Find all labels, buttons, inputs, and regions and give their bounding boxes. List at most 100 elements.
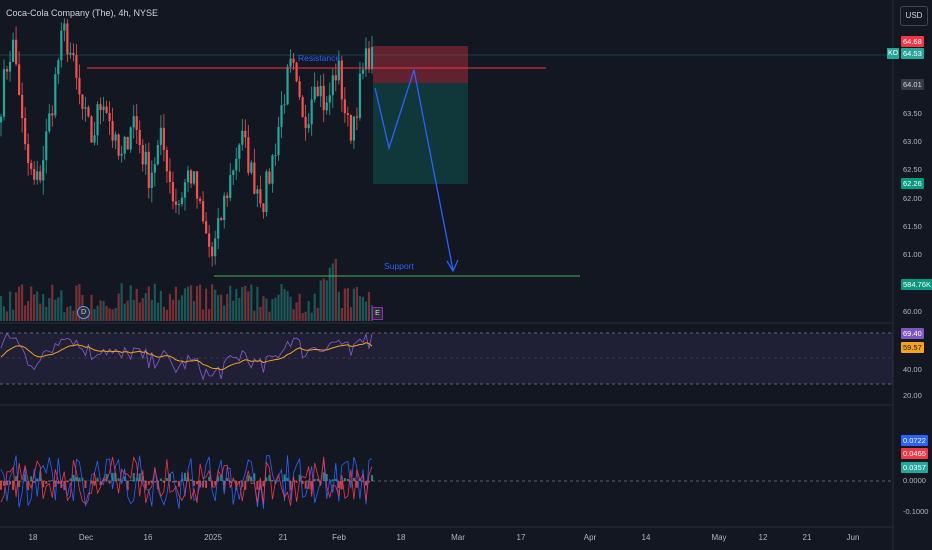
osc-histogram-bar [123, 476, 126, 481]
rsi-tick: 20.00 [903, 391, 922, 400]
osc-histogram-bar [39, 471, 42, 481]
volume-bar [24, 305, 27, 321]
candle-body [129, 127, 132, 150]
candle-body [30, 163, 33, 170]
price-pane-grid [0, 0, 894, 550]
osc-histogram-bar [286, 477, 289, 481]
rsi-ma-line [0, 342, 373, 371]
osc-histogram-bar [147, 481, 150, 485]
volume-bar [102, 301, 105, 321]
osc-histogram-bar [129, 479, 132, 481]
oscillator-indicator [0, 454, 373, 509]
candle-body [165, 149, 168, 172]
osc-histogram-bar [205, 481, 208, 488]
osc-line3-badge: 0.0357 [901, 462, 928, 473]
candle-body [229, 175, 232, 198]
osc-histogram-bar [72, 474, 75, 481]
candle-body [57, 60, 60, 75]
price-tick: 62.50 [903, 165, 922, 174]
osc-histogram-bar [90, 481, 93, 484]
candle-body [69, 52, 72, 55]
osc-histogram-bar [114, 473, 117, 481]
osc-histogram-bar [117, 478, 120, 481]
volume-bar [174, 286, 178, 321]
volume-bar [33, 294, 36, 321]
osc-histogram-bar [244, 481, 247, 490]
volume-bar [60, 290, 63, 321]
stop-price-badge: 64.68 [901, 36, 924, 47]
osc-histogram-bar [3, 481, 6, 486]
osc-histogram-bar [371, 475, 373, 481]
volume-bar [334, 258, 337, 321]
volume-bar [211, 284, 214, 321]
candle-body [21, 94, 24, 119]
earnings-event-icon[interactable]: E [372, 307, 383, 320]
volume-bar [177, 299, 181, 321]
rsi-indicator [0, 332, 373, 381]
time-axis-label: 12 [758, 533, 768, 542]
candle-body [24, 118, 27, 145]
volume-bar [289, 296, 292, 321]
volume-bar [223, 305, 226, 321]
forecast-path[interactable] [374, 69, 459, 273]
support-label[interactable]: Support [384, 261, 414, 271]
osc-histogram-bar [138, 473, 141, 481]
candle-body [171, 182, 175, 202]
osc-histogram-bar [190, 479, 193, 481]
volume-bar [259, 307, 262, 321]
volume-bar [349, 307, 352, 321]
osc-histogram-bar [183, 472, 186, 481]
time-axis-label: 18 [396, 533, 406, 542]
candle-body [337, 60, 340, 81]
volume-bar [313, 293, 316, 321]
candle-body [313, 86, 316, 100]
candle-body [328, 95, 331, 103]
candle-body [33, 169, 36, 180]
osc-histogram-bar [211, 481, 214, 488]
volume-bar [298, 293, 301, 321]
volume-bar [0, 296, 3, 321]
resistance-label[interactable]: Resistance [298, 53, 341, 63]
time-axis-label: 21 [278, 533, 288, 542]
osc-line1-badge: 0.0722 [901, 435, 928, 446]
osc-histogram-bar [226, 477, 229, 481]
candle-body [120, 153, 123, 156]
volume-bar [126, 300, 129, 321]
osc-line-red [0, 456, 373, 506]
osc-histogram-bar [153, 481, 156, 483]
price-tick: 62.00 [903, 194, 922, 203]
volume-bar [277, 294, 280, 321]
candle-body [36, 171, 39, 180]
volume-bar [168, 293, 172, 321]
candle-body [114, 134, 117, 141]
osc-histogram-bar [78, 477, 81, 481]
osc-histogram-bar [162, 481, 165, 483]
time-axis-label: Apr [583, 533, 597, 542]
volume-bar [337, 291, 340, 321]
volume-bar [355, 287, 359, 321]
osc-histogram-bar [93, 481, 96, 486]
candle-body [63, 23, 66, 31]
volume-bar [265, 298, 268, 321]
candle-body [11, 39, 15, 62]
currency-button[interactable]: USD [900, 6, 928, 26]
candle-body [132, 116, 135, 128]
osc-histogram-bar [301, 481, 304, 484]
volume-bar [36, 291, 39, 321]
volume-bar [192, 301, 196, 321]
symbol-title[interactable]: Coca-Cola Company (The), 4h, NYSE [6, 8, 159, 18]
candle-body [322, 85, 325, 111]
dividend-event-icon[interactable]: D [77, 306, 90, 319]
candle-body [265, 171, 268, 212]
candle-body [253, 162, 256, 194]
candle-body [180, 197, 184, 204]
candle-body [126, 136, 129, 150]
candle-body [361, 69, 365, 74]
osc-histogram-bar [346, 478, 349, 481]
volume-bar [75, 285, 78, 321]
osc-histogram-bar [24, 474, 27, 481]
volume-bar [201, 309, 205, 321]
rsi-band [0, 333, 893, 384]
short-position-tool[interactable] [373, 46, 468, 184]
